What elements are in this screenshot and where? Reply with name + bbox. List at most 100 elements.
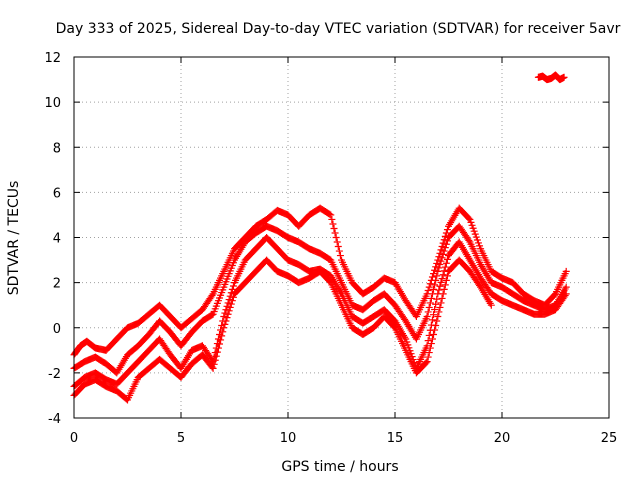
data-point [440,236,448,244]
data-point [403,338,411,346]
data-point [470,227,478,235]
data-point [438,243,446,251]
data-point [221,309,229,317]
data-point [332,234,340,241]
x-tick-label: 5 [177,431,185,446]
data-point [430,311,438,319]
data-point [225,307,233,315]
data-point [439,250,447,258]
data-point [432,321,440,329]
data-point [438,254,446,262]
data-point [434,256,442,264]
y-tick-label: 0 [53,322,61,337]
data-point [423,358,431,366]
data-point [435,308,443,316]
data-point [226,303,234,311]
y-tick-label: 4 [53,232,61,247]
data-point [422,359,430,367]
data-point [213,348,221,356]
data-point [224,299,232,307]
x-tick-label: 25 [601,431,618,446]
data-point [227,300,235,308]
data-point [222,306,230,314]
data-point [439,271,447,279]
data-point [434,267,442,275]
data-point [209,364,217,372]
data-point [218,332,226,340]
data-point [331,229,339,237]
data-point [330,224,338,232]
data-point [443,255,451,263]
x-tick-label: 0 [70,431,78,446]
data-point [432,263,440,271]
data-point [431,305,439,313]
data-point [428,273,436,281]
series-track-3 [70,234,570,390]
data-point [221,320,229,328]
data-point [562,283,570,291]
data-point [220,324,228,332]
data-point [487,301,495,309]
data-point [423,312,431,320]
data-point [435,264,443,272]
grid [74,57,609,418]
data-point [427,340,435,348]
data-point [428,316,436,324]
data-point [442,229,450,237]
x-tick-label: 15 [387,431,404,446]
data-point [217,336,225,344]
data-point [436,261,444,269]
y-tick-label: -4 [48,412,61,427]
data-point [441,244,449,252]
data-point [223,314,231,322]
data-point [425,331,433,339]
data-point [562,267,570,275]
series-track-5 [534,71,568,84]
data-point [214,344,222,352]
data-point [210,360,218,368]
data-point [437,257,445,265]
data-point [430,285,438,293]
data-point [443,237,451,245]
data-point [435,253,443,261]
data-point [442,276,450,284]
data-point [437,278,445,286]
data-point [439,239,447,247]
data-point [326,210,334,218]
data-point [560,73,568,81]
data-point [433,259,441,267]
data-point [228,297,236,305]
data-point [426,344,434,352]
data-point [327,211,335,219]
data-point [436,249,444,257]
data-point [561,291,569,299]
data-point [431,326,439,334]
data-point [426,280,434,288]
data-point [435,286,443,294]
data-point [433,272,441,280]
data-point [219,328,227,336]
series-track-1 [70,204,570,359]
data-point [224,310,232,318]
series-track-2 [70,222,570,377]
data-point [439,290,447,298]
data-point [438,294,446,302]
data-point [562,290,570,298]
y-tick-label: -2 [48,367,61,382]
data-point [432,300,440,308]
data-point [425,303,433,311]
data-point [222,317,230,325]
data-point [433,295,441,303]
data-point [433,317,441,325]
data-point [208,291,216,299]
y-tick-label: 8 [53,141,61,156]
data-point [440,247,448,255]
chart-title: Day 333 of 2025, Sidereal Day-to-day VTE… [56,21,621,37]
data-point [424,308,432,316]
data-point [223,302,231,310]
data-point [441,281,449,289]
data-point [437,246,445,254]
data-point [228,285,236,293]
data-point [424,287,432,295]
